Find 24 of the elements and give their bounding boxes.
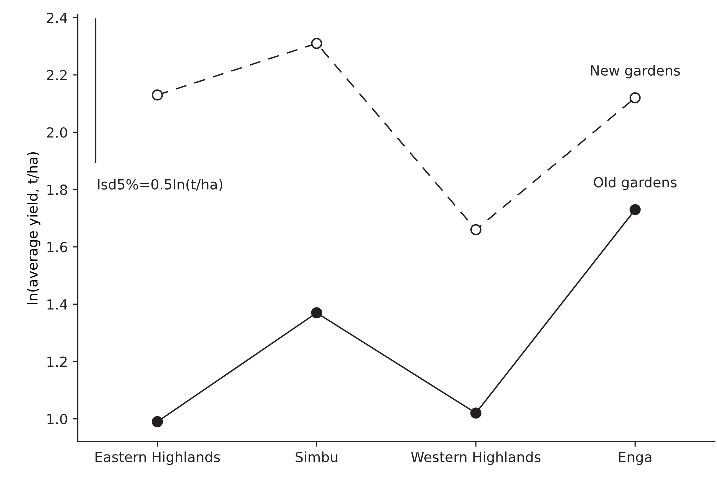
point bbox=[311, 38, 322, 50]
point bbox=[152, 90, 164, 101]
series-label: New gardens bbox=[591, 65, 680, 79]
y-tick-label: 1.4 bbox=[48, 300, 68, 310]
x-tick-label: Simbu bbox=[296, 452, 338, 462]
series-label: Old gardens bbox=[594, 176, 677, 190]
y-tick-label: 2.4 bbox=[47, 12, 68, 24]
y-tick-label: 1.6 bbox=[48, 242, 68, 253]
point bbox=[470, 224, 482, 236]
annotation: lsd5%=0.5ln(t/ha) bbox=[98, 179, 223, 192]
point bbox=[152, 416, 164, 428]
y-tick-label: 1.8 bbox=[48, 184, 68, 196]
y-axis-title: ln(average yield, t/ha) bbox=[27, 152, 41, 304]
point bbox=[630, 204, 641, 216]
point bbox=[470, 408, 482, 419]
y-tick-label: 2.2 bbox=[47, 70, 67, 80]
x-tick-label: Western Highlands bbox=[411, 452, 541, 466]
y-tick-label: 1.2 bbox=[48, 356, 67, 368]
y-tick-label: 2.0 bbox=[47, 127, 68, 138]
x-tick-label: Enga bbox=[619, 452, 652, 466]
point bbox=[630, 92, 641, 104]
y-tick-label: 1.0 bbox=[48, 414, 68, 425]
x-tick-label: Eastern Highlands bbox=[96, 452, 220, 466]
point bbox=[311, 307, 322, 319]
